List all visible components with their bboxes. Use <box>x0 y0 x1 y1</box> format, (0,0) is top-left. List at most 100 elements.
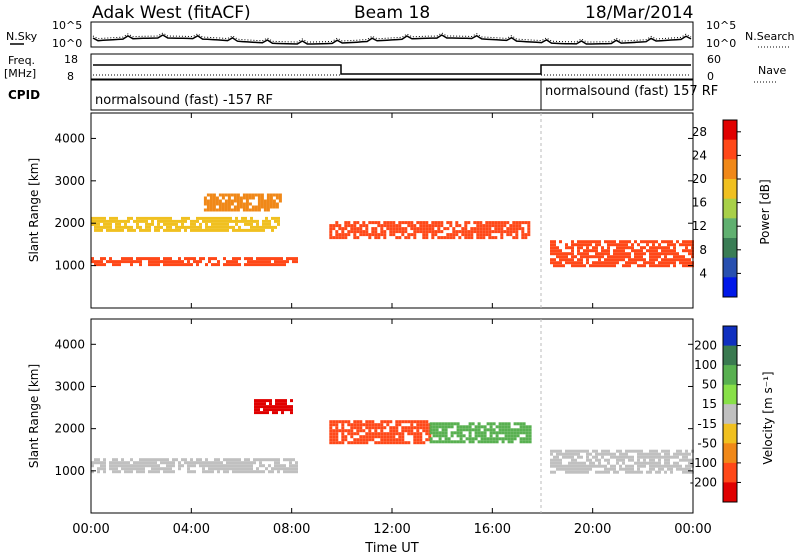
data-feature-0 <box>91 458 298 474</box>
data-feature-2 <box>203 193 282 212</box>
freq-tick-bottom: 8 <box>67 70 74 83</box>
data-feature-1 <box>254 399 293 415</box>
x-tick-label: 04:00 <box>173 522 210 537</box>
y-tick-label: 4000 <box>54 131 85 145</box>
colorbar-tick-label: 4 <box>699 266 707 280</box>
date-title: 18/Mar/2014 <box>585 3 693 23</box>
colorbar-segment <box>723 462 737 483</box>
beam-title: Beam 18 <box>354 3 430 23</box>
colorbar-tick-label: -15 <box>697 417 717 431</box>
cpid-left-text: normalsound (fast) -157 RF <box>95 93 273 108</box>
power-data-cells <box>91 193 694 268</box>
freq-line <box>93 64 691 75</box>
cpid-label: CPID <box>8 88 40 102</box>
x-tick-label: 16:00 <box>474 522 511 537</box>
y-tick-label: 4000 <box>54 337 85 351</box>
data-feature-3 <box>429 422 532 444</box>
noise-tick-top-left: 10^5 <box>52 19 82 32</box>
data-feature-3 <box>329 221 531 240</box>
x-tick-label: 00:00 <box>674 522 711 537</box>
colorbar-tick-label: 200 <box>694 339 717 353</box>
power-ylabel: Slant Range [km] <box>27 158 41 262</box>
nave-label: Nave <box>758 64 786 77</box>
colorbar-segment <box>723 238 737 259</box>
colorbar-segment <box>723 120 737 141</box>
velocity-y-axis: 1000 2000 3000 4000 <box>54 337 693 478</box>
y-tick-label: 1000 <box>54 464 85 478</box>
station-title: Adak West (fitACF) <box>92 3 251 23</box>
noise-sky-line <box>92 34 692 45</box>
nave-tick-top: 60 <box>707 53 721 66</box>
power-colorbar: 4 8 12 16 20 24 28 <box>692 119 741 298</box>
colorbar-tick-label: -100 <box>690 456 717 470</box>
colorbar-segment <box>723 345 737 366</box>
cpid-right-text: normalsound (fast) 157 RF <box>545 84 718 99</box>
colorbar-segment <box>723 179 737 200</box>
colorbar-segment <box>723 277 737 298</box>
noise-panel: N.Sky 10^5 10^0 10^5 10^0 N.Search <box>6 19 795 50</box>
colorbar-frame <box>722 119 738 298</box>
noise-tick-bottom-right: 10^0 <box>706 37 736 50</box>
colorbar-tick-label: 50 <box>702 378 717 392</box>
y-tick-label: 2000 <box>54 216 85 230</box>
colorbar-tick-label: 8 <box>699 243 707 257</box>
colorbar-tick-label: 20 <box>692 172 707 186</box>
colorbar-tick-label: 100 <box>694 358 717 372</box>
colorbar-tick-label: 28 <box>692 125 707 139</box>
data-feature-4 <box>550 449 694 474</box>
x-tick-label: 00:00 <box>72 522 109 537</box>
velocity-ylabel: Slant Range [km] <box>27 364 41 468</box>
colorbar-segment <box>723 482 737 503</box>
freq-label-2: [MHz] <box>4 67 36 80</box>
data-feature-2 <box>329 420 432 445</box>
power-cbar-label: Power [dB] <box>758 179 772 244</box>
colorbar-tick-label: 12 <box>692 219 707 233</box>
y-tick-label: 2000 <box>54 422 85 436</box>
power-panel: 1000 2000 3000 4000 Slant Range [km] 4 8 12 16… <box>27 112 772 309</box>
y-tick-label: 3000 <box>54 379 85 393</box>
colorbar-segment <box>723 198 737 219</box>
noise-search-line <box>92 32 692 43</box>
velocity-panel: 1000 2000 3000 4000 00:00 04:00 08:00 12:00 16:… <box>27 318 775 537</box>
power-x-axis <box>90 113 694 308</box>
colorbar-segment <box>723 365 737 386</box>
colorbar-segment <box>723 384 737 405</box>
nave-tick-bottom: 0 <box>707 70 714 83</box>
colorbar-segment <box>723 443 737 464</box>
velocity-x-axis: 00:00 04:00 08:00 12:00 16:00 20:00 00:00 <box>72 319 712 537</box>
colorbar-segment <box>723 423 737 444</box>
colorbar-tick-label: -200 <box>690 475 717 489</box>
noise-tick-top-right: 10^5 <box>706 19 736 32</box>
freq-label-1: Freq. <box>8 54 35 67</box>
data-feature-1 <box>91 216 280 232</box>
colorbar-segment <box>723 326 737 347</box>
x-tick-label: 12:00 <box>373 522 410 537</box>
colorbar-tick-label: -50 <box>697 436 717 450</box>
cpid-panel: CPID normalsound (fast) -157 RF normalso… <box>8 79 718 111</box>
colorbar-tick-label: 16 <box>692 196 707 210</box>
colorbar-frame <box>722 325 738 503</box>
y-tick-label: 3000 <box>54 174 85 188</box>
x-tick-label: 20:00 <box>574 522 611 537</box>
velocity-colorbar: 200 100 50 15 -15 -50 -100 -200 <box>690 325 741 503</box>
data-feature-0 <box>91 257 298 267</box>
colorbar-segment <box>723 139 737 160</box>
nsky-label: N.Sky <box>6 30 38 43</box>
x-axis-label: Time UT <box>364 541 418 554</box>
colorbar-segment <box>723 159 737 180</box>
data-feature-4 <box>550 240 694 268</box>
colorbar-tick-label: 15 <box>702 397 717 411</box>
freq-tick-top: 18 <box>64 53 78 66</box>
velocity-data-cells <box>91 399 694 474</box>
colorbar-segment <box>723 257 737 278</box>
colorbar-segment <box>723 218 737 239</box>
velocity-cbar-label: Velocity [m s⁻¹] <box>761 371 775 464</box>
freq-panel: Freq. [MHz] 18 8 60 0 Nave <box>4 53 786 83</box>
x-tick-label: 08:00 <box>273 522 310 537</box>
colorbar-tick-label: 24 <box>692 148 707 162</box>
y-tick-label: 1000 <box>54 259 85 273</box>
colorbar-segment <box>723 404 737 425</box>
power-y-axis: 1000 2000 3000 4000 <box>54 131 693 273</box>
nsearch-label: N.Search <box>745 30 795 43</box>
